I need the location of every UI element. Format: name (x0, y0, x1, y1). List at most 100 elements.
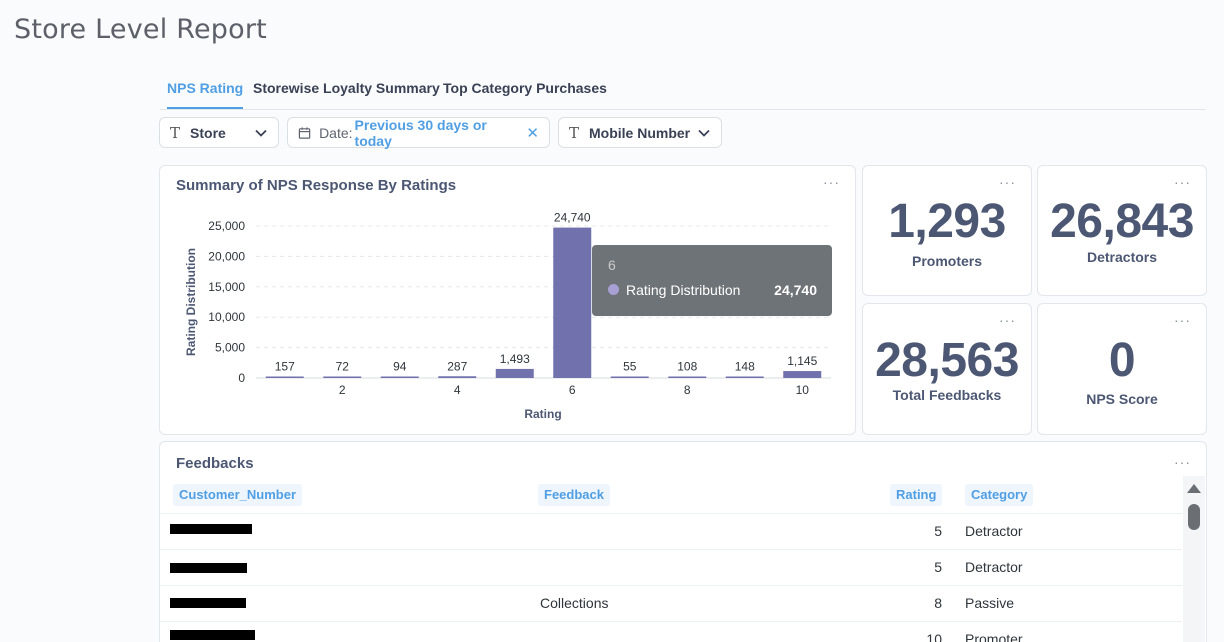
vertical-scrollbar[interactable] (1183, 476, 1205, 642)
column-header-customer-number[interactable]: Customer_Number (173, 484, 303, 506)
bar (323, 376, 362, 378)
page-title: Store Level Report (14, 14, 267, 45)
x-axis-label: Rating (524, 407, 561, 421)
chart-card-title: Summary of NPS Response By Ratings (176, 177, 457, 194)
y-tick-label: 20,000 (208, 249, 245, 263)
data-label: 24,740 (554, 211, 591, 225)
bar (265, 376, 304, 378)
data-label: 148 (735, 360, 755, 374)
nps-score-value: 0 (1108, 334, 1136, 387)
date-filter-label: Date: (319, 124, 353, 141)
redacted-customer-number (170, 524, 252, 534)
card-menu-icon[interactable]: ··· (823, 174, 840, 190)
column-header-category[interactable]: Category (965, 484, 1034, 506)
bar (495, 368, 534, 378)
card-menu-icon[interactable]: ··· (999, 312, 1016, 328)
table-row[interactable]: 5 Detractor (160, 549, 1182, 585)
nps-score-label: NPS Score (1086, 391, 1158, 407)
nps-score-card: ··· 0 NPS Score (1037, 303, 1207, 435)
mobile-number-filter-label: Mobile Number (589, 124, 691, 141)
date-filter-value: Previous 30 days or today (354, 116, 487, 149)
category-cell: Detractor (965, 523, 1023, 539)
feedbacks-title: Feedbacks (176, 455, 254, 472)
data-label: 287 (447, 359, 467, 373)
category-cell: Promoter (965, 631, 1023, 642)
y-tick-label: 25,000 (208, 219, 245, 233)
detractors-card: ··· 26,843 Detractors (1037, 165, 1207, 296)
y-tick-label: 0 (238, 371, 245, 385)
detractors-value: 26,843 (1050, 195, 1194, 248)
chevron-down-icon (698, 129, 710, 137)
category-cell: Detractor (965, 559, 1023, 575)
x-tick-label: 8 (684, 383, 691, 397)
x-tick-label: 2 (339, 383, 346, 397)
promoters-label: Promoters (911, 253, 983, 269)
data-label: 55 (623, 360, 637, 374)
data-label: 108 (677, 360, 697, 374)
bar (725, 376, 764, 378)
column-header-feedback[interactable]: Feedback (538, 484, 610, 506)
tooltip-category: 6 (608, 257, 616, 273)
bar (380, 376, 419, 378)
tab-storewise-loyalty-summary[interactable]: Storewise Loyalty Summary (253, 80, 440, 96)
total-feedbacks-label: Total Feedbacks (892, 387, 1002, 403)
y-tick-label: 5,000 (215, 341, 245, 355)
card-menu-icon[interactable]: ··· (1174, 454, 1191, 470)
calendar-icon (298, 126, 311, 139)
table-row[interactable]: 5 Detractor (160, 513, 1182, 549)
rating-cell: 10 (926, 631, 942, 642)
x-tick-label: 4 (454, 383, 461, 397)
rating-cell: 5 (934, 523, 942, 539)
scroll-up-icon[interactable] (1187, 484, 1201, 493)
bar (668, 376, 707, 378)
chart-tooltip: 6 Rating Distribution 24,740 (592, 245, 832, 316)
x-tick-label: 6 (569, 383, 576, 397)
card-menu-icon[interactable]: ··· (1174, 174, 1191, 190)
store-filter-label: Store (190, 124, 226, 141)
data-label: 1,145 (787, 354, 817, 368)
mobile-number-filter[interactable]: T Mobile Number (558, 117, 722, 148)
tab-nps-rating[interactable]: NPS Rating (167, 80, 244, 109)
total-feedbacks-value: 28,563 (875, 334, 1019, 387)
tab-top-category-purchases[interactable]: Top Category Purchases (443, 80, 607, 96)
text-type-icon: T (170, 123, 181, 142)
chevron-down-icon (255, 129, 267, 137)
promoters-value: 1,293 (888, 195, 1006, 248)
promoters-card: ··· 1,293 Promoters (862, 165, 1032, 296)
tooltip-value: 24,740 (774, 282, 817, 298)
data-label: 94 (393, 360, 407, 374)
category-cell: Passive (965, 595, 1015, 611)
table-row[interactable]: 10 Promoter (160, 621, 1182, 642)
redacted-customer-number (170, 630, 255, 640)
card-menu-icon[interactable]: ··· (1174, 312, 1191, 328)
tooltip-series-dot (608, 284, 619, 295)
bar (438, 376, 477, 378)
table-row[interactable]: Collections 8 Passive (160, 585, 1182, 621)
store-filter[interactable]: T Store (159, 117, 279, 148)
feedbacks-card: Feedbacks ··· (159, 441, 1207, 642)
scrollbar-thumb[interactable] (1188, 504, 1200, 530)
data-label: 72 (336, 360, 350, 374)
dashboard-tabs: NPS Rating Storewise Loyalty Summary Top… (160, 72, 1206, 110)
data-label: 157 (275, 360, 295, 374)
y-tick-label: 15,000 (208, 280, 245, 294)
bar (553, 227, 592, 378)
y-tick-label: 10,000 (208, 310, 245, 324)
clear-filter-icon[interactable]: ✕ (526, 124, 539, 142)
bar (783, 371, 822, 378)
data-label: 1,493 (500, 352, 530, 366)
redacted-customer-number (170, 563, 247, 573)
y-axis-label: Rating Distribution (184, 248, 198, 356)
redacted-customer-number (170, 598, 246, 608)
date-filter[interactable]: Date: Previous 30 days or today ✕ (287, 116, 550, 149)
x-tick-label: 10 (796, 383, 810, 397)
rating-cell: 5 (934, 559, 942, 575)
total-feedbacks-card: ··· 28,563 Total Feedbacks (862, 303, 1032, 435)
detractors-label: Detractors (1086, 249, 1158, 265)
feedback-cell: Collections (540, 595, 609, 611)
rating-cell: 8 (934, 595, 942, 611)
text-type-icon: T (569, 123, 580, 142)
card-menu-icon[interactable]: ··· (999, 174, 1016, 190)
column-header-rating[interactable]: Rating (890, 484, 943, 506)
